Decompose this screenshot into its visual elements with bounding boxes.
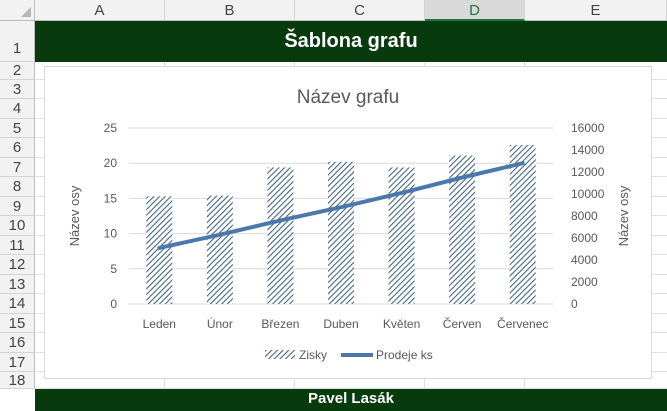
column-header-c[interactable]: C <box>295 0 425 21</box>
row-header-13[interactable]: 13 <box>0 275 35 294</box>
row-header-1[interactable]: 1 <box>0 21 35 62</box>
row-header-11[interactable]: 11 <box>0 236 35 255</box>
select-all-corner[interactable] <box>0 0 35 21</box>
line-point-4 <box>340 206 342 208</box>
x-tick-label: Leden <box>143 317 176 331</box>
x-tick-label: Červen <box>443 316 482 331</box>
y-left-tick-label: 20 <box>104 156 118 170</box>
line-point-5 <box>401 192 403 194</box>
y-right-tick-label: 16000 <box>571 121 605 135</box>
row-gridline <box>35 388 667 389</box>
line-point-1 <box>158 247 160 249</box>
row-header-9[interactable]: 9 <box>0 197 35 216</box>
y-left-tick-label: 15 <box>104 191 118 205</box>
y-left-tick-label: 5 <box>110 262 117 276</box>
y-right-tick-label: 14000 <box>571 143 605 157</box>
select-all-triangle-icon <box>21 7 31 17</box>
bar-4 <box>328 161 354 304</box>
y-right-tick-label: 10000 <box>571 187 605 201</box>
line-point-7 <box>522 162 524 164</box>
line-point-6 <box>461 177 463 178</box>
x-tick-label: Duben <box>323 317 358 331</box>
legend-label-zisky: Zisky <box>299 348 327 362</box>
x-tick-label: Červenec <box>497 316 548 331</box>
chart-svg: Název grafu 0 5 10 15 20 25 0 2000 4000 6000 8000 10… <box>67 87 631 362</box>
column-header-d[interactable]: D <box>425 0 525 21</box>
y-right-tick-label: 8000 <box>571 209 598 223</box>
legend-swatch-zisky <box>265 350 295 359</box>
sheet-footer[interactable]: Pavel Lasák <box>35 389 667 411</box>
bar-7 <box>509 144 536 304</box>
chart-title: Název grafu <box>297 87 399 108</box>
row-header-17[interactable]: 17 <box>0 353 35 372</box>
y-right-tick-label: 12000 <box>571 165 605 179</box>
bar-1 <box>146 196 173 304</box>
row-header-18[interactable]: 18 <box>0 372 35 389</box>
row-header-8[interactable]: 8 <box>0 177 35 197</box>
row-header-15[interactable]: 15 <box>0 314 35 333</box>
y-right-axis-label: Název osy <box>616 185 631 246</box>
legend-label-prodeje: Prodeje ks <box>376 348 433 362</box>
y-left-tick-label: 0 <box>110 297 117 311</box>
y-right-tick-label: 0 <box>571 297 578 311</box>
row-header-7[interactable]: 7 <box>0 158 35 177</box>
line-point-3 <box>279 219 281 221</box>
column-header-a[interactable]: A <box>35 0 165 21</box>
y-left-tick-label: 25 <box>104 121 118 135</box>
bar-2 <box>206 195 233 304</box>
row-header-3[interactable]: 3 <box>0 80 35 99</box>
row-header-14[interactable]: 14 <box>0 294 35 314</box>
sheet-title[interactable]: Šablona grafu <box>35 21 667 62</box>
x-tick-label: Květen <box>383 317 420 331</box>
row-header-16[interactable]: 16 <box>0 333 35 353</box>
row-header-4[interactable]: 4 <box>0 99 35 119</box>
row-header-5[interactable]: 5 <box>0 119 35 138</box>
y-right-tick-label: 6000 <box>571 231 598 245</box>
column-header-e[interactable]: E <box>525 0 667 21</box>
bar-3 <box>267 167 294 304</box>
line-point-2 <box>219 234 221 236</box>
bar-5 <box>388 167 415 304</box>
chart-area[interactable]: Název grafu 0 5 10 15 20 25 0 2000 4000 6000 8000 10… <box>44 66 652 379</box>
column-header-b[interactable]: B <box>165 0 295 21</box>
row-header-10[interactable]: 10 <box>0 216 35 236</box>
row-header-2[interactable]: 2 <box>0 62 35 80</box>
row-header-12[interactable]: 12 <box>0 255 35 275</box>
y-right-tick-label: 4000 <box>571 253 598 267</box>
y-right-tick-label: 2000 <box>571 275 598 289</box>
x-tick-label: Březen <box>261 317 299 331</box>
y-left-tick-label: 10 <box>104 227 118 241</box>
y-left-axis-label: Název osy <box>67 185 82 246</box>
row-header-6[interactable]: 6 <box>0 138 35 158</box>
x-tick-label: Únor <box>207 316 233 331</box>
